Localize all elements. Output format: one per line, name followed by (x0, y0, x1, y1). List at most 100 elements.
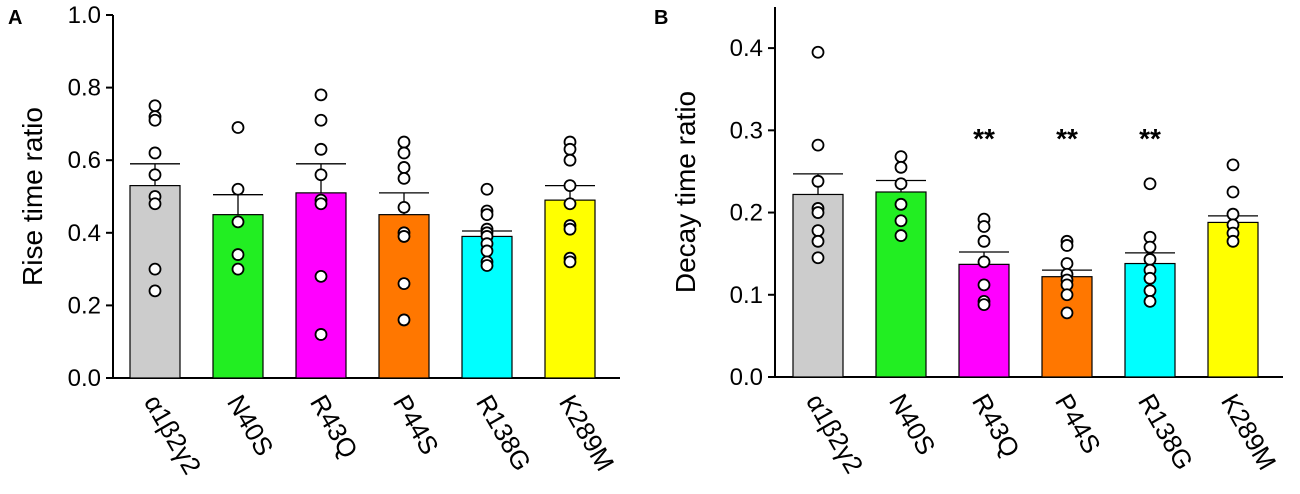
data-point (480, 259, 494, 272)
significance-label: ** (973, 123, 995, 154)
data-point (1143, 271, 1157, 285)
category-label: R138G (1132, 389, 1199, 475)
data-point (397, 161, 411, 174)
data-point (894, 197, 908, 211)
chart-a: 0.0 0.2 0.4 0.6 0.8 1.0 Rise time ratio α1β2γ2 N… (17, 2, 620, 479)
bar (1207, 221, 1259, 378)
y-tick-label: 0.6 (68, 147, 101, 174)
bar (792, 193, 844, 378)
data-point (314, 328, 328, 341)
category-label: R43Q (966, 389, 1026, 463)
data-point (894, 229, 908, 242)
data-point (563, 142, 577, 156)
data-point (480, 182, 494, 196)
data-point (397, 171, 411, 185)
data-point (148, 168, 162, 182)
data-point (397, 313, 411, 327)
panel-label-b: B (654, 7, 668, 29)
data-point (397, 146, 411, 160)
data-point (148, 284, 162, 298)
data-point (1143, 177, 1157, 191)
category-label: K289M (1215, 389, 1282, 475)
data-point (1226, 185, 1240, 199)
data-point (148, 197, 162, 211)
data-point (148, 113, 162, 127)
data-point (397, 230, 411, 243)
y-tick-label: 0.0 (730, 364, 763, 391)
y-tick-label: 0.3 (730, 117, 763, 144)
data-point (231, 262, 245, 276)
data-point (1143, 284, 1157, 298)
significance-label: ** (1056, 123, 1078, 154)
bar (544, 199, 596, 379)
data-point (397, 135, 411, 149)
y-axis-title: Rise time ratio (17, 107, 48, 286)
category-label: α1β2γ2 (138, 390, 207, 480)
data-point (314, 88, 328, 102)
data-point (977, 234, 991, 248)
data-point (314, 269, 328, 283)
data-point (148, 146, 162, 160)
data-point (1226, 158, 1240, 172)
data-point (231, 182, 245, 196)
data-point (314, 168, 328, 182)
category-label: R138G (470, 390, 537, 476)
data-point (1143, 240, 1157, 254)
y-tick-label: 0.0 (68, 365, 101, 392)
data-point (894, 150, 908, 164)
data-point (231, 121, 245, 134)
data-point (1226, 207, 1240, 221)
data-point (977, 278, 991, 292)
data-point (563, 255, 577, 269)
data-point (1060, 288, 1074, 302)
data-point (811, 138, 825, 152)
data-point (314, 142, 328, 156)
data-point (563, 222, 577, 236)
data-point (977, 220, 991, 233)
data-point (811, 45, 825, 59)
data-point (894, 160, 908, 174)
data-point (1143, 253, 1157, 266)
data-point (148, 262, 162, 276)
data-point (563, 197, 577, 211)
data-point (894, 177, 908, 191)
data-point (480, 244, 494, 258)
data-point (811, 174, 825, 188)
bar (295, 192, 347, 379)
data-point (397, 200, 411, 214)
chart-b: 0.0 0.1 0.2 0.3 0.4 Decay time ratio α1β2γ2 N40… (670, 7, 1283, 478)
data-point (231, 215, 245, 229)
significance-label: ** (1139, 123, 1161, 154)
data-point (977, 255, 991, 269)
data-point (480, 208, 494, 222)
category-label: R43Q (304, 390, 364, 464)
data-point (1226, 234, 1240, 248)
data-point (811, 234, 825, 248)
data-point (811, 251, 825, 265)
category-label: K289M (553, 390, 620, 476)
data-point (314, 113, 328, 127)
data-point (1060, 257, 1074, 270)
y-tick-label: 0.8 (68, 75, 101, 102)
panel-label-a: A (8, 7, 22, 29)
bar (212, 214, 264, 379)
y-tick-label: 0.4 (730, 35, 763, 62)
data-point (977, 298, 991, 312)
data-point (1060, 239, 1074, 252)
y-tick-label: 0.1 (730, 282, 763, 309)
data-point (314, 197, 328, 211)
y-axis-title: Decay time ratio (670, 91, 701, 293)
data-point (811, 206, 825, 219)
y-tick-label: 1.0 (68, 2, 101, 29)
data-point (397, 277, 411, 291)
y-tick-label: 0.4 (68, 220, 101, 247)
bar (129, 185, 181, 379)
y-tick-label: 0.2 (68, 292, 101, 319)
category-label: P44S (1049, 389, 1107, 459)
category-label: N40S (221, 390, 280, 461)
data-point (563, 179, 577, 193)
data-point (563, 153, 577, 167)
data-point (231, 248, 245, 261)
data-point (894, 214, 908, 228)
